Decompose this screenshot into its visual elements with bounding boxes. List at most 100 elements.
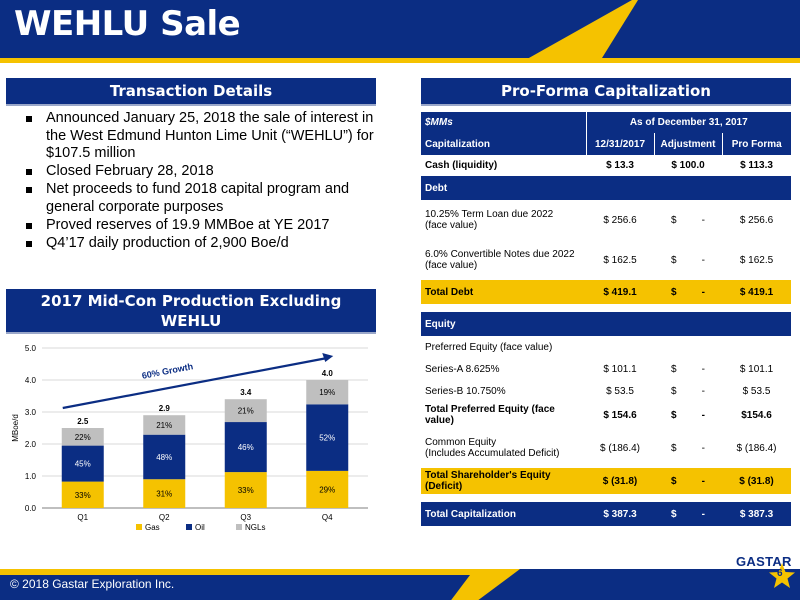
cell-adjustment: $ - <box>671 442 705 454</box>
row-spacer <box>421 494 791 502</box>
row-label: 6.0% Convertible Notes due 2022 (face val… <box>425 249 575 271</box>
y-tick-label: 2.0 <box>25 440 37 449</box>
bar-segment-gas <box>143 479 186 508</box>
legend-label: NGLs <box>245 523 265 532</box>
data-label: 29% <box>319 485 335 494</box>
cell-proforma: $ 419.1 <box>722 280 791 304</box>
y-tick-label: 4.0 <box>25 376 37 385</box>
table-row: Common Equity (Includes Accumulated Defic… <box>421 428 791 468</box>
midcon-header-line2: WEHLU <box>160 312 222 330</box>
logo-wordmark: GASTAR <box>736 554 792 569</box>
col-adjustment: Adjustment <box>653 133 722 155</box>
bar-segment-gas <box>306 470 349 508</box>
cell-1231: $ 256.6 <box>603 214 637 226</box>
cell-1231: $ 101.1 <box>603 363 637 375</box>
data-label: 31% <box>156 490 172 499</box>
cell-adjustment: $ - <box>654 280 722 304</box>
row-label: Total Shareholder's Equity (Deficit) <box>421 468 586 494</box>
bar-segment-ngls <box>143 415 186 435</box>
cell-1231: $ 162.5 <box>603 254 637 266</box>
cell-proforma: $ 53.5 <box>742 385 771 397</box>
growth-arrow-head <box>322 353 334 362</box>
total-label: 2.9 <box>159 404 171 413</box>
table-row: 10.25% Term Loan due 2022 (face value) $ … <box>421 200 791 240</box>
cell-proforma: $154.6 <box>741 409 772 421</box>
data-label: 19% <box>319 388 335 397</box>
x-tick-label: Q4 <box>322 513 333 522</box>
cell-adjustment: $ - <box>654 502 722 526</box>
table-row: Cash (liquidity) $ 13.3 $ 100.0 $ 113.3 <box>421 155 791 176</box>
bar-segment-oil <box>306 404 349 471</box>
transaction-details-header: Transaction Details <box>6 78 376 106</box>
midcon-header-line1: 2017 Mid-Con Production Excluding <box>40 292 342 310</box>
x-tick-label: Q3 <box>240 513 251 522</box>
total-preferred-row: Total Preferred Equity (face value) $ 15… <box>421 402 791 428</box>
row-label: Cash (liquidity) <box>425 160 498 171</box>
cell-1231: $ 13.3 <box>606 160 634 171</box>
y-tick-label: 1.0 <box>25 472 37 481</box>
table-row: Preferred Equity (face value) <box>421 336 791 358</box>
table-row: Series-A 8.625% $ 101.1 $ - $ 101.1 <box>421 358 791 380</box>
data-label: 21% <box>238 407 254 416</box>
row-label: Total Capitalization <box>421 502 586 526</box>
page-number: 6 <box>777 568 783 579</box>
bullet-item: Proved reserves of 19.9 MMBoe at YE 2017 <box>24 217 376 235</box>
col-capitalization: Capitalization <box>421 133 586 155</box>
section-row-debt: Debt <box>421 176 791 200</box>
bullet-item: Q4’17 daily production of 2,900 Boe/d <box>24 235 376 253</box>
x-tick-label: Q1 <box>77 513 88 522</box>
data-label: 33% <box>75 491 91 500</box>
y-tick-label: 3.0 <box>25 408 37 417</box>
data-label: 48% <box>156 453 172 462</box>
proforma-capitalization-header: Pro-Forma Capitalization <box>421 78 791 106</box>
footer-navy-panel <box>0 575 470 600</box>
bar-segment-ngls <box>306 380 349 405</box>
copyright-text: © 2018 Gastar Exploration Inc. <box>10 577 175 591</box>
bar-segment-oil <box>61 445 104 482</box>
y-axis-label: MBoe/d <box>11 414 20 442</box>
cell-adjustment: $ - <box>671 409 705 421</box>
proforma-table: $MMs As of December 31, 2017 Capitalizat… <box>421 112 791 526</box>
legend-swatch-oil <box>186 524 192 530</box>
header-gold-band <box>0 58 800 63</box>
cell-adjustment: $ - <box>671 254 705 266</box>
col-proforma: Pro Forma <box>721 133 791 155</box>
legend-label: Oil <box>195 523 205 532</box>
gastar-logo: GASTAR 6 <box>736 542 798 594</box>
section-row-equity: Equity <box>421 312 791 336</box>
cell-proforma: $ (31.8) <box>722 468 791 494</box>
table-row: Series-B 10.750% $ 53.5 $ - $ 53.5 <box>421 380 791 402</box>
cell-proforma: $ 113.3 <box>740 160 773 171</box>
cell-proforma: $ 387.3 <box>722 502 791 526</box>
spacer-cell <box>421 494 791 502</box>
legend-swatch-ngls <box>236 524 242 530</box>
bar-segment-ngls <box>61 428 104 446</box>
header-accent-panel <box>602 0 800 58</box>
units-label: $MMs <box>421 112 586 133</box>
cell-proforma: $ 101.1 <box>739 363 774 375</box>
production-chart: 0.0 1.0 2.0 3.0 4.0 5.0 MBoe/d 33% 45% 22% 2.5 Q1 31… <box>6 340 376 540</box>
bullet-item: Announced January 25, 2018 the sale of i… <box>24 110 376 163</box>
y-tick-label: 0.0 <box>25 504 37 513</box>
bar-segment-ngls <box>224 399 267 423</box>
total-label: 3.4 <box>240 388 252 397</box>
bar-segment-oil <box>224 422 267 473</box>
bar-segment-gas <box>224 472 267 508</box>
data-label: 21% <box>156 421 172 430</box>
growth-arrow-line <box>62 356 328 410</box>
row-spacer <box>421 304 791 312</box>
legend-label: Gas <box>145 523 160 532</box>
total-shareholder-equity-row: Total Shareholder's Equity (Deficit) $ (… <box>421 468 791 494</box>
section-label: Debt <box>421 176 791 200</box>
table-row: 6.0% Convertible Notes due 2022 (face val… <box>421 240 791 280</box>
bullet-item: Net proceeds to fund 2018 capital progra… <box>24 181 376 216</box>
cell-1231: $ 154.6 <box>603 409 637 421</box>
row-label: Preferred Equity (face value) <box>425 341 553 353</box>
total-capitalization-row: Total Capitalization $ 387.3 $ - $ 387.3 <box>421 502 791 526</box>
bullet-item: Closed February 28, 2018 <box>24 163 376 181</box>
cell-proforma: $ 162.5 <box>739 254 774 266</box>
total-label: 4.0 <box>322 369 334 378</box>
row-label: Series-B 10.750% <box>425 385 506 397</box>
data-label: 22% <box>75 433 91 442</box>
cell-adjustment: $ - <box>671 385 705 397</box>
